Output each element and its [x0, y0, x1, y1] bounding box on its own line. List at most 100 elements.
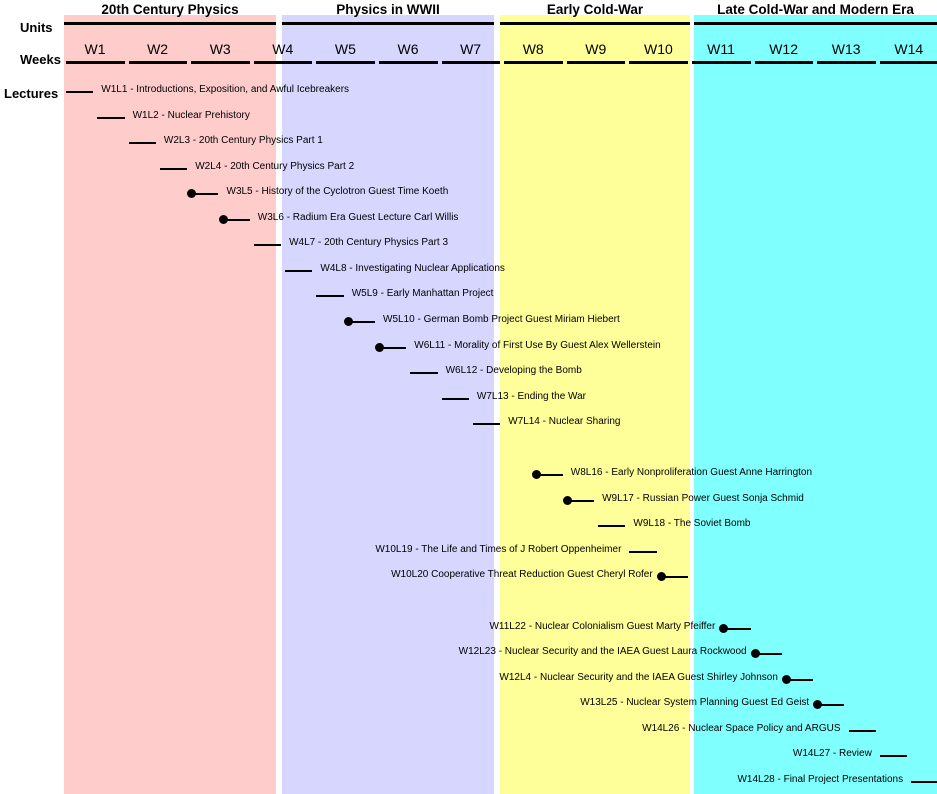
week-bar [566, 61, 626, 64]
lecture-row: W6L11 - Morality of First Use By Guest A… [0, 335, 937, 360]
lecture-row: W14L27 - Review [0, 743, 937, 768]
guest-lecture-marker [218, 214, 228, 224]
lecture-row: W12L23 - Nuclear Security and the IAEA G… [0, 641, 937, 666]
lecture-row: W1L2 - Nuclear Prehistory [0, 105, 937, 130]
lecture-label: W1L1 - Introductions, Exposition, and Aw… [101, 84, 350, 95]
unit-title: 20th Century Physics [101, 2, 239, 17]
lecture-label: W3L6 - Radium Era Guest Lecture Carl Wil… [257, 211, 459, 223]
week-bar [754, 61, 814, 64]
lecture-segment [347, 320, 375, 323]
lecture-label: W6L12 - Developing the Bomb [445, 365, 582, 377]
lecture-segment [222, 218, 250, 221]
week-label: W3 [209, 41, 231, 57]
lectures-row-label: Lectures [4, 86, 59, 101]
lecture-segment [817, 704, 845, 707]
lecture-row: W7L13 - Ending the War [0, 386, 937, 411]
units-row-label: Units [20, 20, 53, 35]
lecture-segment [879, 755, 908, 758]
lecture-label: W9L18 - The Soviet Bomb [633, 518, 751, 530]
lecture-label: W14L26 - Nuclear Space Policy and ARGUS [642, 722, 841, 734]
lecture-segment [316, 295, 344, 298]
lecture-row: W10L20 Cooperative Threat Reduction Gues… [0, 564, 937, 589]
week-bar [692, 61, 751, 64]
lecture-label: W1L2 - Nuclear Prehistory [132, 109, 250, 121]
guest-lecture-marker [343, 316, 353, 326]
unit-band-late-cold-war [694, 15, 937, 794]
week-bar [879, 61, 937, 64]
lecture-label: W12L4 - Nuclear Security and the IAEA Gu… [499, 671, 778, 683]
lecture-segment [285, 269, 313, 272]
week-label: W13 [831, 41, 861, 57]
guest-lecture-marker [531, 470, 541, 480]
week-label: W10 [643, 41, 673, 57]
lecture-row: W14L26 - Nuclear Space Policy and ARGUS [0, 718, 937, 743]
lecture-row: W11L22 - Nuclear Colonialism Guest Marty… [0, 616, 937, 641]
unit-bar [694, 22, 937, 25]
unit-title: Late Cold-War and Modern Era [717, 2, 914, 17]
guest-lecture-marker [187, 189, 197, 199]
lecture-segment [128, 142, 156, 145]
unit-band-20th-century-physics [64, 15, 276, 794]
week-label: W12 [769, 41, 798, 57]
week-bar [316, 61, 375, 64]
guest-lecture-marker [750, 649, 760, 659]
lecture-label: W8L16 - Early Nonproliferation Guest Ann… [570, 467, 813, 479]
lecture-row: W14L28 - Final Project Presentations [0, 769, 937, 794]
lecture-label: W5L10 - German Bomb Project Guest Miriam… [383, 313, 620, 325]
lecture-segment [97, 116, 125, 119]
week-label: W6 [397, 41, 419, 57]
week-label: W9 [585, 41, 607, 57]
lecture-label: W13L25 - Nuclear System Planning Guest E… [580, 697, 810, 709]
lecture-row: W1L1 - Introductions, Exposition, and Aw… [0, 79, 937, 104]
week-label: W1 [84, 41, 106, 57]
guest-lecture-marker [813, 700, 823, 710]
lecture-segment [660, 576, 688, 579]
lecture-row: W4L7 - 20th Century Physics Part 3 [0, 232, 937, 257]
lecture-segment [535, 474, 563, 477]
week-bar [128, 61, 188, 64]
lecture-row: W12L4 - Nuclear Security and the IAEA Gu… [0, 667, 937, 692]
lecture-label: W9L17 - Russian Power Guest Sonja Schmid [602, 492, 804, 504]
lecture-row: W9L18 - The Soviet Bomb [0, 513, 937, 538]
lecture-row: W5L10 - German Bomb Project Guest Miriam… [0, 309, 937, 334]
week-label: W11 [707, 41, 735, 57]
unit-bar [500, 22, 690, 25]
unit-title: Physics in WWII [336, 2, 440, 17]
lecture-row: W6L12 - Developing the Bomb [0, 360, 937, 385]
week-label: W7 [460, 41, 482, 57]
week-bar [66, 61, 125, 64]
lecture-segment [253, 244, 282, 247]
lecture-segment [441, 397, 469, 400]
unit-bar [282, 22, 494, 25]
week-label: W8 [522, 41, 544, 57]
lecture-row: W9L17 - Russian Power Guest Sonja Schmid [0, 488, 937, 513]
lecture-segment [848, 729, 876, 732]
lecture-label: W14L27 - Review [792, 748, 872, 760]
week-bar [629, 61, 688, 64]
lecture-row: W2L4 - 20th Century Physics Part 2 [0, 156, 937, 181]
week-bar [191, 61, 250, 64]
lecture-segment [911, 780, 937, 783]
guest-lecture-marker [656, 572, 666, 582]
lecture-segment [159, 167, 188, 170]
lecture-segment [379, 346, 407, 349]
lecture-segment [66, 91, 94, 93]
lecture-label: W2L3 - 20th Century Physics Part 1 [163, 135, 323, 147]
lecture-row: W3L5 - History of the Cyclotron Guest Ti… [0, 181, 937, 206]
week-label: W5 [334, 41, 356, 57]
unit-title: Early Cold-War [546, 2, 644, 17]
lecture-label: W5L9 - Early Manhattan Project [351, 288, 494, 300]
lecture-label: W12L23 - Nuclear Security and the IAEA G… [458, 646, 747, 658]
lecture-segment [785, 678, 814, 681]
week-bar [379, 61, 438, 64]
lecture-label: W6L11 - Morality of First Use By Guest A… [414, 339, 661, 351]
guest-lecture-marker [719, 623, 729, 633]
week-bar [441, 61, 501, 64]
lecture-label: W4L8 - Investigating Nuclear Application… [320, 262, 505, 274]
lecture-label: W3L5 - History of the Cyclotron Guest Ti… [226, 186, 449, 198]
lecture-segment [410, 372, 438, 375]
lecture-row: W7L14 - Nuclear Sharing [0, 411, 937, 436]
lecture-row: W10L19 - The Life and Times of J Robert … [0, 539, 937, 564]
guest-lecture-marker [781, 674, 791, 684]
lecture-label: W10L20 Cooperative Threat Reduction Gues… [391, 569, 653, 581]
